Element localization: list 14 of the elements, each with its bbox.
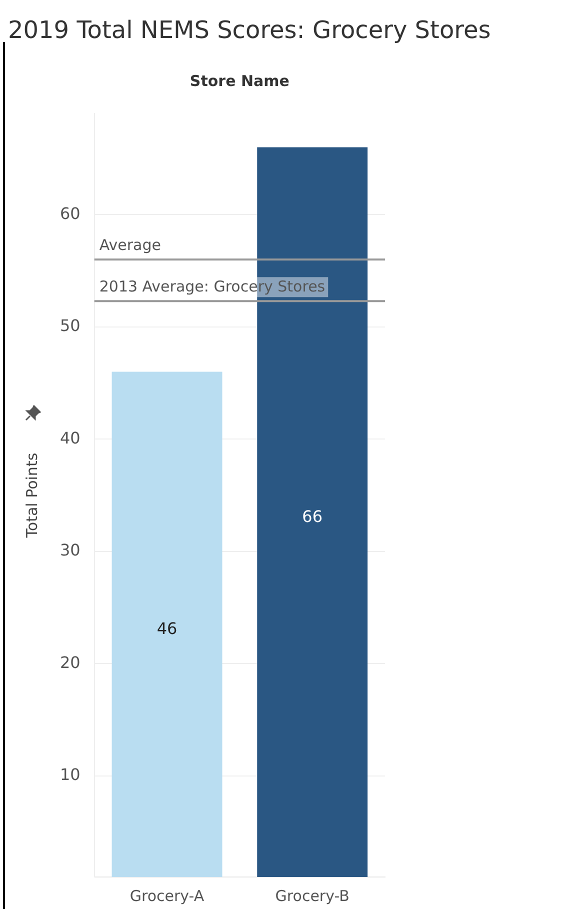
ref-line-label: Average bbox=[99, 236, 161, 254]
y-tick-label: 60 bbox=[60, 204, 80, 223]
y-axis-title: Total Points bbox=[22, 452, 41, 539]
y-tick-label: 20 bbox=[60, 652, 80, 672]
x-axis-title: Store Name bbox=[190, 72, 290, 90]
y-tick-label: 10 bbox=[60, 765, 80, 784]
data-label: 46 bbox=[156, 619, 178, 638]
x-tick-label: Grocery-A bbox=[130, 886, 205, 905]
y-tick-label: 40 bbox=[60, 428, 80, 448]
y-tick-label: 30 bbox=[60, 540, 80, 560]
data-label: 66 bbox=[302, 506, 323, 526]
y-tick-label: 50 bbox=[60, 316, 80, 336]
x-tick-label: Grocery-B bbox=[275, 886, 350, 905]
chart-title: 2019 Total NEMS Scores: Grocery Stores bbox=[8, 16, 491, 44]
